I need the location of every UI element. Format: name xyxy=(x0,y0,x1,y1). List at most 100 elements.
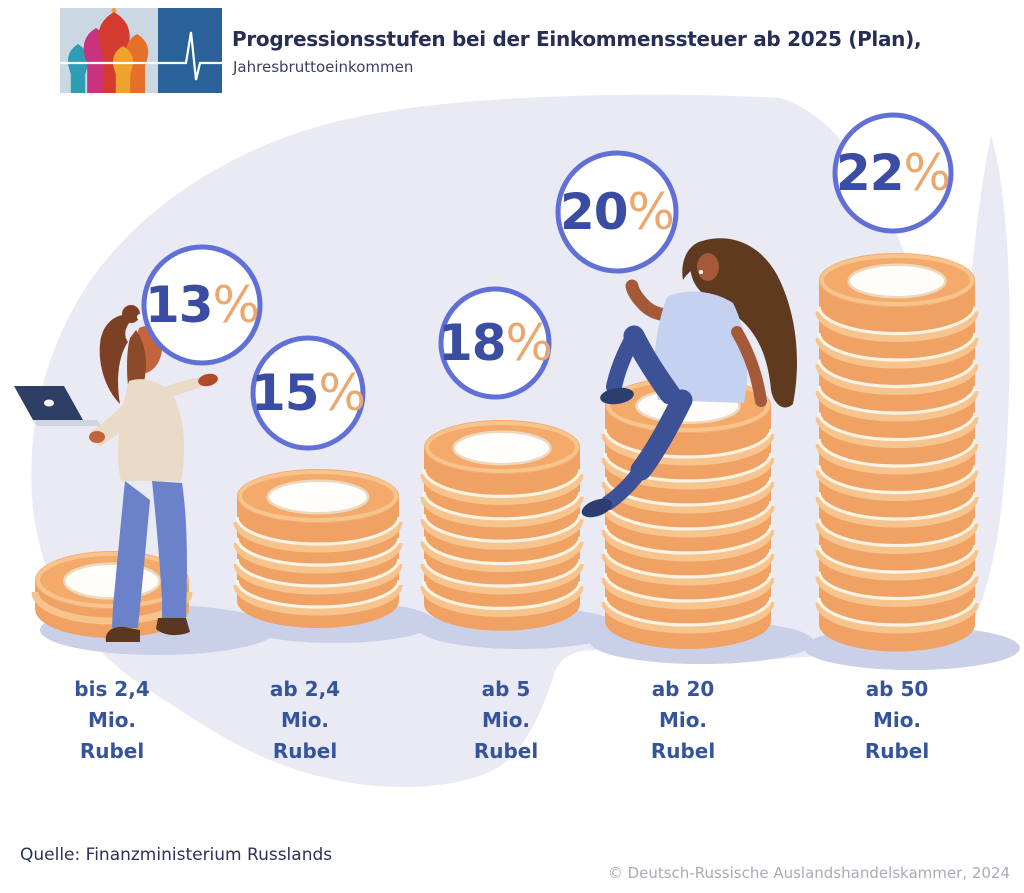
coin-separator xyxy=(603,428,773,459)
badge-text: 15% xyxy=(251,364,365,422)
income-threshold-label-5: ab 50 Mio. Rubel xyxy=(822,674,972,767)
coin-separator xyxy=(603,548,773,579)
coin-separator xyxy=(817,491,977,521)
label-line: Rubel xyxy=(650,739,716,763)
coin-highlight xyxy=(815,549,979,581)
coin-highlight xyxy=(815,337,979,369)
coin-separator xyxy=(817,465,977,495)
income-threshold-label-1: bis 2,4 Mio. Rubel xyxy=(37,674,187,767)
coin-highlight xyxy=(815,311,979,342)
coin-stack-18-percent xyxy=(420,420,584,631)
coin-highlight xyxy=(233,584,403,616)
coin-separator xyxy=(422,514,582,543)
woman1-left-shoe xyxy=(105,626,140,642)
page-subtitle: Jahresbruttoeinkommen xyxy=(233,58,414,76)
coin-top-rim xyxy=(820,254,974,306)
woman2-resting-arm xyxy=(731,326,767,407)
coin-separator xyxy=(603,572,773,603)
coin-separator xyxy=(817,518,977,548)
coin-highlight xyxy=(601,433,775,466)
income-threshold-label-4: ab 20 Mio. Rubel xyxy=(608,674,758,767)
label-line: Mio. xyxy=(872,708,922,732)
badge-circle xyxy=(250,335,366,451)
copyright-note: © Deutsch-Russische Auslandshandelskamme… xyxy=(607,864,1010,882)
label-line: Mio. xyxy=(87,708,137,732)
coin-separator xyxy=(603,524,773,555)
label-line: Mio. xyxy=(658,708,708,732)
heartbeat-pulse-icon xyxy=(60,8,222,93)
coin-separator xyxy=(235,579,401,609)
coin-top-rim xyxy=(238,470,398,522)
tax-rate-badge-18: 18% xyxy=(438,286,553,400)
woman1-laptop-base xyxy=(33,420,101,426)
coin-separator xyxy=(603,452,773,483)
woman2-shoe-top xyxy=(600,387,634,405)
coin-highlight xyxy=(420,586,584,617)
coin-separator xyxy=(817,332,977,362)
badge-text: 20% xyxy=(560,183,674,241)
coin-separator xyxy=(817,359,977,389)
coin-highlight xyxy=(815,364,979,395)
tax-rate-badge-13: 13% xyxy=(141,244,263,366)
coin-highlight xyxy=(815,390,979,422)
label-line: Rubel xyxy=(864,739,930,763)
tax-rate-badge-22: 22% xyxy=(832,112,954,234)
coin-separator xyxy=(817,438,977,468)
woman2-hair-strand xyxy=(682,242,706,280)
woman2-bent-shin xyxy=(606,328,642,395)
sitting-woman-figure xyxy=(581,238,797,518)
coin-separator xyxy=(235,537,401,567)
coin-highlight xyxy=(815,602,979,634)
coin-separator xyxy=(817,412,977,442)
coin-highlight xyxy=(815,443,979,475)
source-note: Quelle: Finanzministerium Russlands xyxy=(20,845,333,865)
coin-top-inner xyxy=(847,263,947,299)
coin-separator xyxy=(422,581,582,610)
coin-top-inner xyxy=(266,479,370,515)
coin-highlight xyxy=(601,577,775,610)
coin-highlight xyxy=(233,521,403,553)
coin-highlight xyxy=(420,474,584,505)
coin-highlight xyxy=(420,563,584,595)
coin-separator xyxy=(817,544,977,574)
coin-highlight xyxy=(815,576,979,607)
badge-text: 22% xyxy=(836,144,950,202)
tax-rate-badge-20: 20% xyxy=(555,150,679,274)
coin-highlight xyxy=(420,518,584,550)
coin-top-inner xyxy=(63,562,161,600)
label-line: Rubel xyxy=(473,739,539,763)
label-line: Rubel xyxy=(79,739,145,763)
income-threshold-label-3: ab 5 Mio. Rubel xyxy=(431,674,581,767)
badge-text: 18% xyxy=(438,314,552,372)
coin-stack-body xyxy=(237,496,399,628)
label-line: ab 5 xyxy=(481,677,531,701)
woman1-laptop-hand xyxy=(89,431,105,443)
woman2-torso xyxy=(654,291,748,403)
label-line: ab 50 xyxy=(865,677,929,701)
woman1-laptop-logo xyxy=(44,399,54,407)
woman1-hairband xyxy=(137,314,143,320)
coin-highlight xyxy=(601,553,775,586)
coin-highlight xyxy=(815,523,979,554)
label-line: Mio. xyxy=(481,708,531,732)
coin-separator xyxy=(817,385,977,415)
page-title: Progressionsstufen bei der Einkommensste… xyxy=(232,27,922,51)
badge-circle xyxy=(555,150,679,274)
woman2-face xyxy=(697,253,719,281)
coin-highlight xyxy=(601,529,775,562)
coin-separator xyxy=(817,597,977,627)
coin-highlight xyxy=(815,496,979,528)
coin-highlight xyxy=(601,505,775,538)
woman1-hand xyxy=(198,373,218,387)
coin-top-rim xyxy=(425,421,579,473)
coin-top-inner xyxy=(452,430,552,466)
label-line: ab 20 xyxy=(651,677,715,701)
coin-separator xyxy=(235,516,401,546)
coin-separator xyxy=(817,571,977,601)
coin-highlight xyxy=(601,601,775,634)
label-line: ab 2,4 xyxy=(269,677,341,701)
coin-highlight xyxy=(420,541,584,573)
woman2-shoe-bottom xyxy=(581,498,613,518)
woman1-right-leg xyxy=(152,481,187,618)
